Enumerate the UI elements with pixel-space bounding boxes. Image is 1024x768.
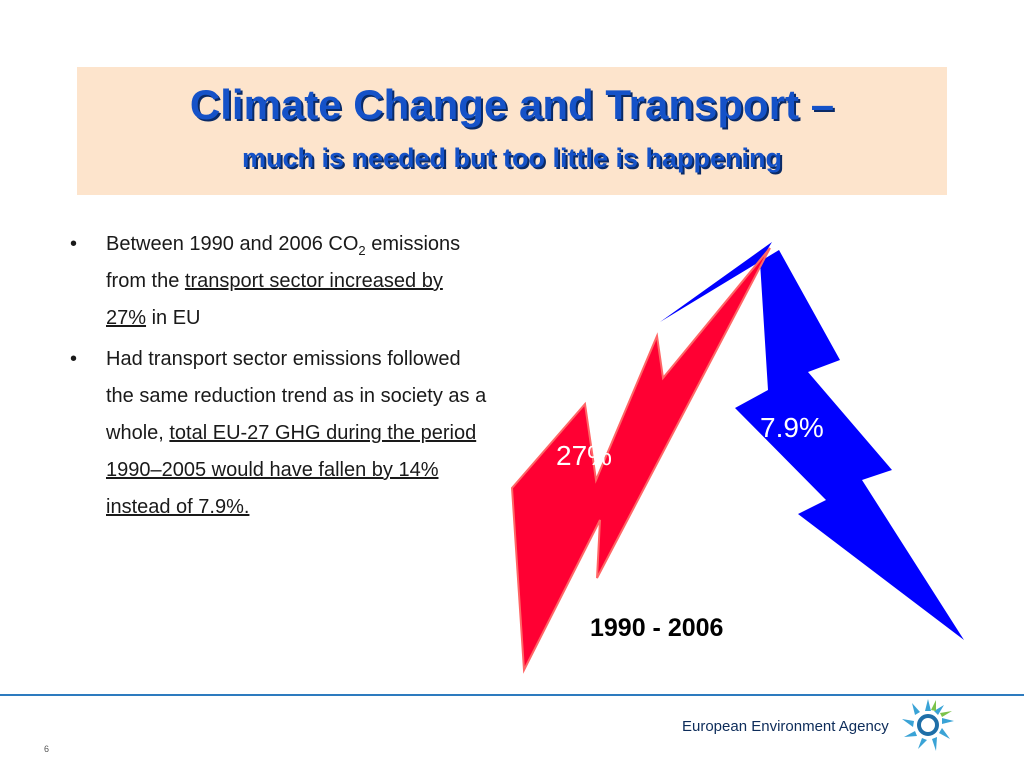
blue-bolt-label: 7.9%	[760, 412, 824, 443]
bullet-dot: •	[70, 348, 78, 370]
bullet-item-1: • Between 1990 and 2006 CO2 emissions fr…	[68, 226, 488, 337]
slide-subtitle: much is needed but too little is happeni…	[241, 143, 783, 173]
blue-lightning-bolt	[660, 242, 964, 640]
footer-divider	[0, 694, 1024, 696]
agency-name: European Environment Agency	[682, 718, 889, 735]
bullet-dot: •	[70, 233, 78, 255]
red-bolt-label: 27%	[556, 440, 613, 471]
bullet-list: • Between 1990 and 2006 CO2 emissions fr…	[68, 226, 488, 530]
bullet-item-2: • Had transport sector emissions followe…	[68, 341, 488, 526]
eea-logo-icon	[902, 699, 954, 751]
red-lightning-bolt	[510, 247, 771, 674]
period-label: 1990 - 2006	[590, 614, 724, 642]
page-number: 6	[44, 744, 50, 754]
underlined-text: transport sector increased by 27%	[106, 270, 443, 329]
underlined-text: total EU-27 GHG during the period 1990–2…	[106, 422, 477, 518]
title-banner: Climate Change and Transport – much is n…	[77, 67, 947, 195]
slide-title: Climate Change and Transport –	[189, 81, 835, 128]
